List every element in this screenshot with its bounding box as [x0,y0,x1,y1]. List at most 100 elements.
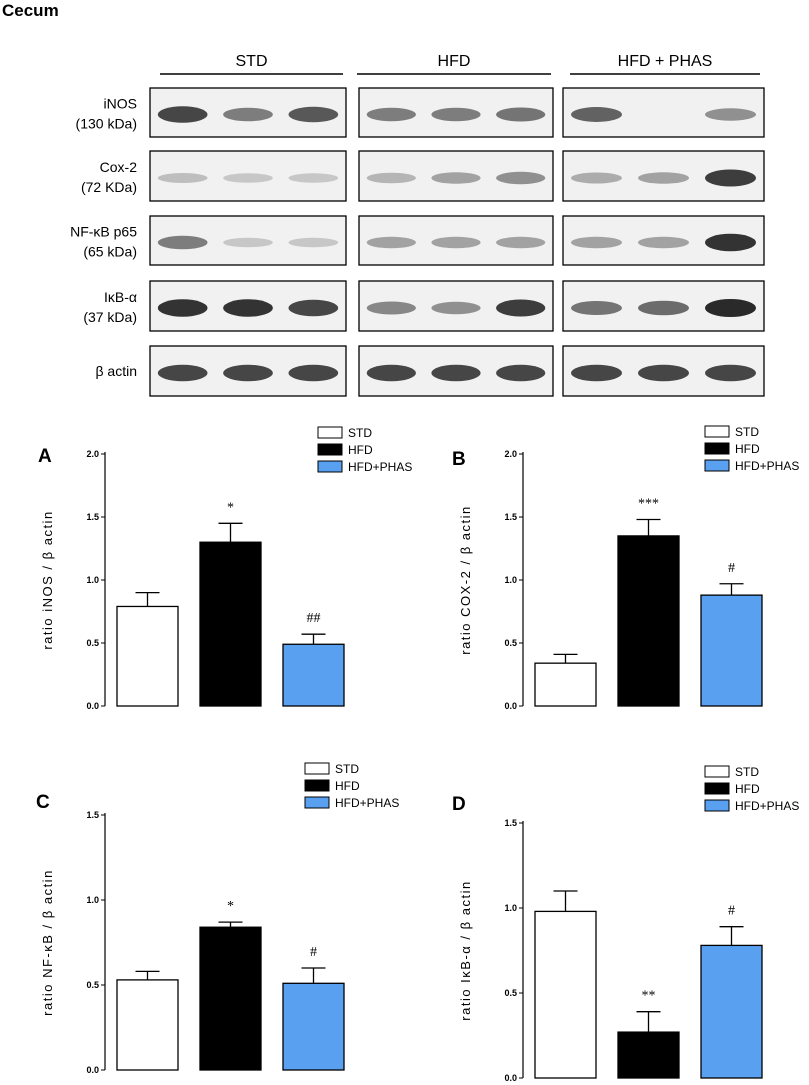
figure-title: Cecum [2,1,59,20]
blot-row-label: NF-κB p65 [70,224,137,240]
bar-hfd [617,1031,680,1079]
blot-band [366,236,416,249]
chart-panel-c: C STD HFD HFD+PHAS 0.0 0.5 1.0 1.5 ratio NF-κB /… [36,762,399,1075]
y-tick-label: 2.0 [86,449,99,459]
y-tick-label: 0.5 [504,638,517,648]
significance-mark: * [227,500,234,515]
legend-label: HFD [735,782,760,796]
y-tick-label: 0.5 [504,988,517,998]
blot-row-label: Cox-2 [100,159,138,175]
blot-band [496,364,546,382]
blot-band [157,235,208,250]
legend-swatch [704,459,730,472]
legend-label: STD [335,762,359,776]
blot-band [157,173,208,183]
blot-band [223,107,273,122]
blot-band [571,172,622,184]
blot-band [157,106,208,123]
y-tick-label: 1.5 [86,512,99,522]
bar-hfd [199,541,262,707]
y-tick-label: 0.0 [86,1065,99,1075]
chart-panel-b: B STD HFD HFD+PHAS 0.0 0.5 1.0 1.5 2.0 ratio COX-… [452,425,799,711]
y-axis-label: ratio IκB-α / β actin [458,880,473,1020]
bar-std [534,662,597,707]
significance-mark: # [310,945,317,960]
blot-band [431,364,481,382]
legend-swatch [704,765,730,778]
blot-band [638,300,689,316]
y-tick-label: 0.0 [504,1073,517,1083]
legend-swatch [704,442,730,455]
chart-panel-a: A STD HFD HFD+PHAS 0.0 0.5 1.0 1.5 2.0 ratio iNOS… [38,426,412,711]
blot-group-label: HFD + PHAS [618,53,713,70]
bar-hfd [199,926,262,1071]
blot-band [223,237,273,248]
significance-mark: ## [307,611,321,626]
blot-row-label: iNOS [104,96,137,112]
blot-band [638,172,689,184]
y-tick-label: 1.5 [504,818,517,828]
blot-band [496,107,546,122]
y-tick-label: 0.0 [86,701,99,711]
bar-hfdphas [700,594,763,707]
legend-label: HFD+PHAS [735,459,799,473]
legend-swatch [704,425,730,438]
y-tick-label: 1.0 [86,895,99,905]
blot-band [571,236,622,249]
legend-swatch [317,426,343,439]
bar-hfdphas [700,944,763,1079]
y-axis-label: ratio COX-2 / β actin [458,505,473,655]
legend-label: STD [735,765,759,779]
legend-label: HFD+PHAS [735,799,799,813]
blot-row-label: IκB-α [104,289,137,305]
significance-mark: *** [638,497,659,512]
y-tick-label: 0.5 [86,980,99,990]
blot-band [288,299,339,317]
bar-charts: A STD HFD HFD+PHAS 0.0 0.5 1.0 1.5 2.0 ratio iNOS… [36,425,799,1083]
legend-swatch [704,782,730,795]
blot-band [288,173,339,183]
y-tick-label: 1.0 [86,575,99,585]
blot-band [288,106,339,123]
y-tick-label: 2.0 [504,449,517,459]
blot-band [496,299,546,317]
y-tick-label: 0.0 [504,701,517,711]
blot-row-mw: (130 kDa) [76,116,137,132]
legend-label: STD [735,425,759,439]
significance-mark: ** [642,989,656,1004]
blot-band [366,172,416,184]
blot-band [431,301,481,315]
panel-letter: A [38,446,52,467]
bar-std [116,979,179,1071]
legend-swatch [317,460,343,473]
y-axis-label: ratio NF-κB / β actin [40,869,55,1016]
blot-band [223,173,273,183]
blot-band [638,236,689,249]
significance-mark: # [728,904,735,919]
blot-band [223,299,273,317]
blot-band [705,299,756,317]
blot-band [157,299,208,317]
western-blot-panel: STD HFD HFD + PHAS iNOS (130 kDa) Cox-2 (72 KD… [70,53,765,397]
legend-label: HFD [348,443,373,457]
blot-band [431,236,481,249]
blot-band [288,364,339,382]
blot-band [366,301,416,315]
legend-swatch [317,443,343,456]
blot-band [223,364,273,382]
panel-letter: C [36,792,50,813]
legend-swatch [304,779,330,792]
panel-letter: D [452,794,466,815]
legend-swatch [304,796,330,809]
blot-band [705,364,756,382]
legend-label: HFD+PHAS [348,460,412,474]
blot-band [431,107,481,122]
y-tick-label: 1.0 [504,903,517,913]
legend-label: HFD+PHAS [335,796,399,810]
bar-hfdphas [282,982,345,1071]
significance-mark: # [728,561,735,576]
y-axis-label: ratio iNOS / β actin [40,510,55,649]
blot-band [288,237,339,248]
legend-label: HFD [335,779,360,793]
